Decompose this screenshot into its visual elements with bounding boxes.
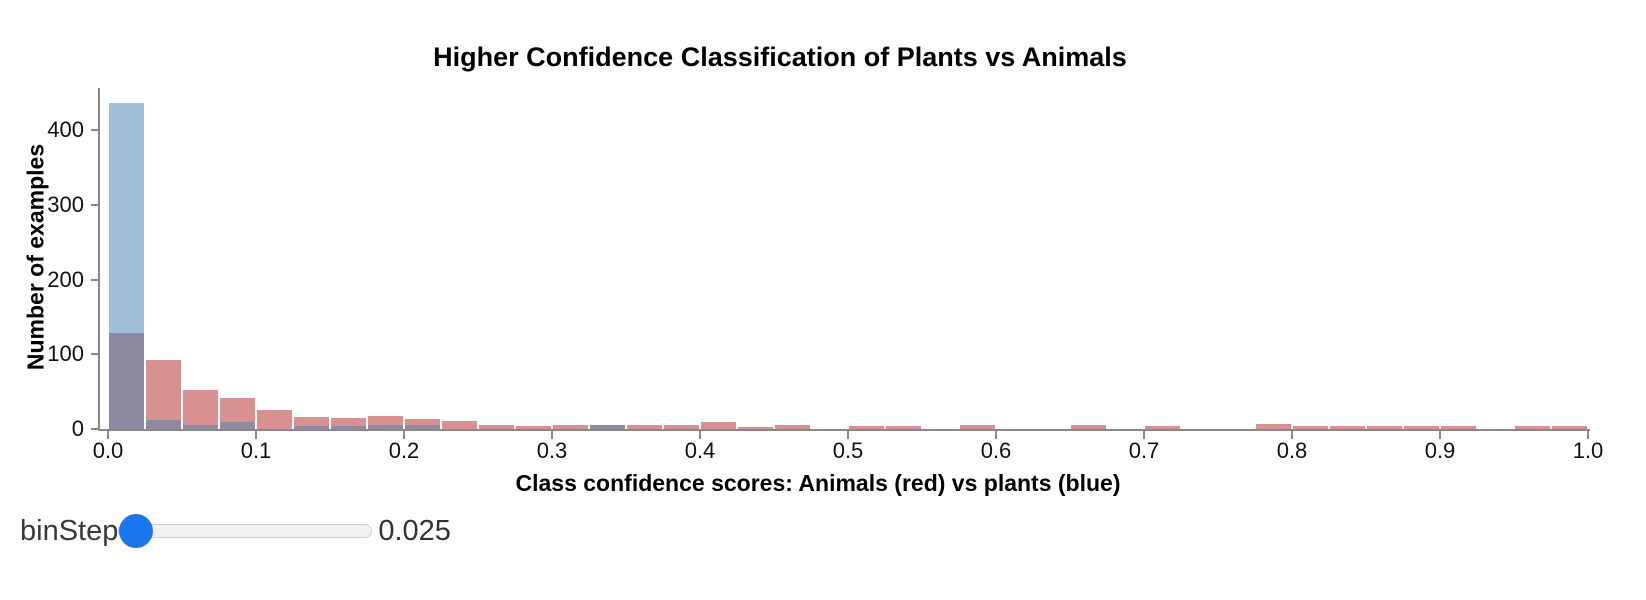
binstep-slider-track[interactable]: [118, 514, 373, 548]
x-tick-label: 0.1: [240, 438, 272, 463]
bar-animals: [146, 359, 181, 429]
bar-animals: [1145, 426, 1180, 429]
bar-animals: [1293, 426, 1328, 429]
x-tick: [107, 431, 109, 439]
bar-animals: [1441, 426, 1476, 429]
x-tick-label: 0.5: [832, 438, 864, 463]
bar-plants: [368, 425, 403, 429]
binstep-slider-thumb[interactable]: [119, 514, 154, 548]
x-tick-label: 1.0: [1572, 438, 1604, 463]
x-tick: [1291, 431, 1293, 439]
x-tick: [995, 431, 997, 439]
binstep-value: 0.025: [378, 514, 451, 547]
y-tick: [91, 278, 98, 281]
x-tick: [551, 431, 553, 439]
y-tick-label: 0: [71, 416, 84, 441]
x-tick: [255, 431, 257, 439]
x-tick-label: 0.7: [1128, 438, 1160, 463]
bar-animals: [331, 417, 366, 429]
bar-animals: [664, 425, 699, 429]
y-tick: [91, 129, 98, 132]
x-tick: [1439, 431, 1441, 439]
y-axis-line: [98, 88, 100, 431]
bar-animals: [738, 426, 773, 429]
bar-plants: [183, 424, 218, 429]
bar-plants: [294, 426, 329, 429]
bar-animals: [183, 390, 218, 429]
bar-animals: [516, 426, 551, 429]
bar-animals: [1404, 426, 1439, 429]
x-tick: [403, 431, 405, 439]
bar-animals: [1071, 425, 1106, 429]
x-tick-label: 0.8: [1276, 438, 1308, 463]
bar-animals: [849, 426, 884, 429]
bar-plants: [220, 421, 255, 429]
bar-animals: [627, 425, 662, 429]
bar-plants: [405, 425, 440, 429]
y-tick-label: 400: [47, 117, 84, 143]
bar-animals: [701, 422, 736, 429]
bar-animals: [775, 425, 810, 429]
bar-animals: [1515, 426, 1550, 429]
y-tick: [91, 353, 98, 356]
bar-animals: [960, 425, 995, 429]
x-tick-label: 0.0: [92, 438, 124, 463]
bar-animals: [442, 420, 477, 429]
bar-animals: [294, 417, 329, 429]
bar-animals: [1330, 426, 1365, 429]
bar-plants: [146, 420, 181, 429]
x-tick-label: 0.9: [1424, 438, 1456, 463]
x-tick-label: 0.4: [684, 438, 716, 463]
x-tick-label: 0.3: [536, 438, 568, 463]
x-axis-line: [98, 429, 1590, 431]
bar-animals: [886, 426, 921, 429]
x-tick: [1587, 431, 1589, 439]
bar-animals: [257, 410, 292, 429]
bar-plants: [590, 424, 625, 429]
x-axis-title: Class confidence scores: Animals (red) v…: [515, 470, 1121, 496]
x-tick: [1143, 431, 1145, 439]
y-tick: [91, 428, 98, 430]
bar-plants: [331, 426, 366, 429]
bar-animals: [405, 418, 440, 429]
chart-title: Higher Confidence Classification of Plan…: [433, 42, 1127, 72]
bar-animals: [1367, 426, 1402, 429]
x-tick: [699, 431, 701, 439]
x-tick-label: 0.6: [980, 438, 1012, 463]
x-tick: [847, 431, 849, 439]
bar-animals: [479, 424, 514, 429]
y-tick-label: 200: [47, 266, 84, 292]
bar-animals: [1256, 423, 1291, 429]
x-tick-label: 0.2: [388, 438, 420, 463]
y-tick: [91, 203, 98, 206]
bar-animals: [1552, 426, 1587, 429]
y-tick-label: 300: [47, 191, 84, 217]
binstep-label: binStep: [20, 514, 119, 547]
bar-animals: [553, 424, 588, 429]
binstep-control: binStep 0.025: [20, 500, 451, 562]
bar-plants: [109, 102, 144, 429]
y-tick-label: 100: [47, 341, 84, 367]
